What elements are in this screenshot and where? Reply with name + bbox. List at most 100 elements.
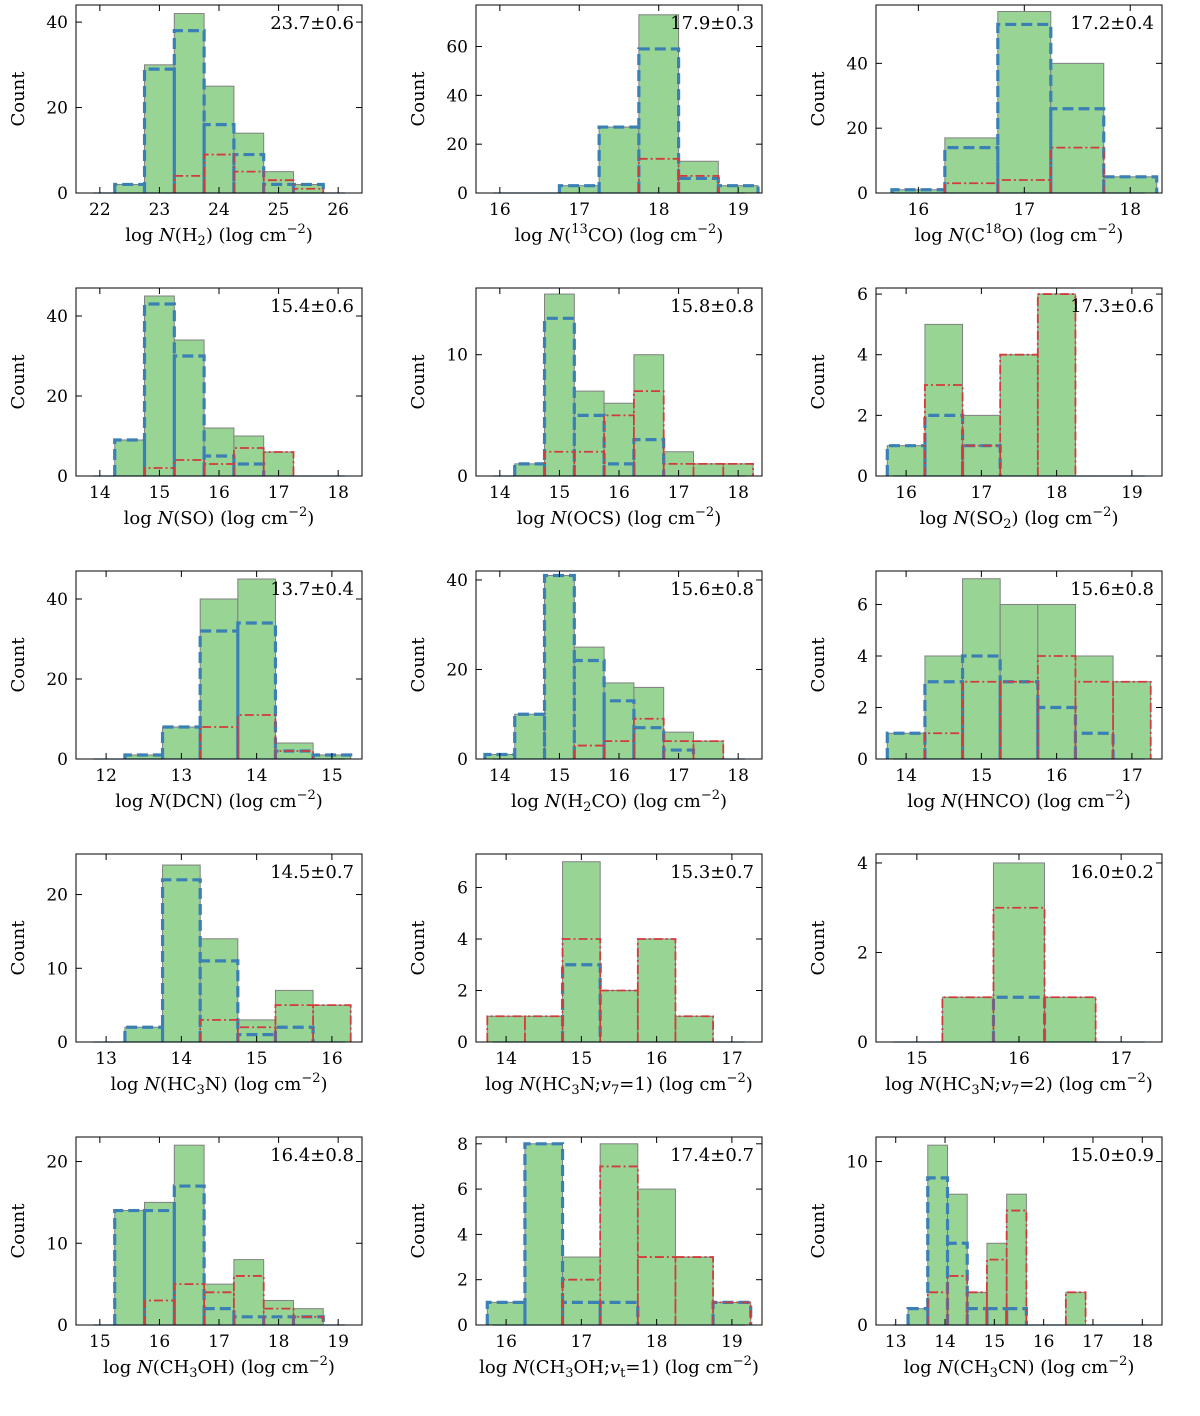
histogram-bar <box>633 354 665 477</box>
x-tick-label: 16 <box>1033 1332 1055 1352</box>
y-tick-label: 0 <box>57 750 68 770</box>
series-b-outline <box>143 1275 325 1325</box>
y-tick-label: 40 <box>446 571 468 591</box>
series-b-outline <box>943 146 1105 193</box>
histogram-bar <box>173 1144 205 1326</box>
x-tick-label: 18 <box>268 1332 290 1352</box>
y-axis-label: Count <box>808 637 829 693</box>
y-tick-label: 0 <box>457 184 468 204</box>
y-tick-label: 2 <box>457 981 468 1001</box>
x-tick-label: 24 <box>208 200 230 220</box>
histogram-bar <box>562 1256 601 1326</box>
y-tick-label: 40 <box>46 590 68 610</box>
x-axis-label: log N(HC3N) (log cm−2) <box>110 1071 327 1098</box>
histogram-svg: 15 16 17 18 19 0 10 20 Count log N(CH3OH) (log cm… <box>8 1136 363 1381</box>
y-axis-label: Count <box>8 1203 29 1259</box>
x-tick-label: 19 <box>727 200 749 220</box>
x-tick-label: 17 <box>668 766 690 786</box>
histogram-bar <box>237 578 276 760</box>
y-axis-label: Count <box>808 71 829 127</box>
series-b-outline <box>573 717 725 759</box>
series-a-outline <box>890 22 1159 193</box>
series-a-outline <box>906 1176 1028 1325</box>
histogram-svg: 12 13 14 15 0 20 40 Count log N(DCN) (log cm−2) 1… <box>8 570 363 812</box>
series-b-outline <box>926 1209 1087 1325</box>
y-axis-label: Count <box>808 1203 829 1259</box>
histogram-bar <box>544 574 575 760</box>
series-b-outline <box>941 906 1097 1042</box>
y-axis-label: Count <box>8 71 29 127</box>
histogram-bar <box>203 427 235 477</box>
y-tick-label: 8 <box>457 1135 468 1155</box>
plot-frame <box>475 853 763 1043</box>
histogram-svg: 16 17 18 0 20 40 Count log N(C18O) (log cm−2) 17… <box>808 4 1163 246</box>
x-tick-label: 18 <box>727 483 749 503</box>
y-tick-label: 0 <box>457 750 468 770</box>
x-axis-label: log N(H2CO) (log cm−2) <box>511 788 727 815</box>
x-tick-label: 15 <box>246 1049 268 1069</box>
y-tick-label: 10 <box>46 1234 68 1254</box>
y-tick-label: 60 <box>446 38 468 58</box>
x-axis-label: log N(CH3OH;vt=1) (log cm−2) <box>479 1354 759 1381</box>
histogram-panel: 15 16 17 0 2 4 Count log N(HC3N;v7=2) (log cm−2… <box>800 849 1200 1132</box>
x-tick-label: 14 <box>495 1049 517 1069</box>
x-tick-label: 16 <box>908 200 930 220</box>
y-tick-label: 6 <box>457 1180 468 1200</box>
stat-annotation: 17.3±0.6 <box>1070 296 1154 317</box>
histogram-panel: 14 15 16 17 0 2 4 6 Count log N(HNCO) (log cm−2) 1… <box>800 566 1200 849</box>
x-tick-label: 22 <box>89 200 111 220</box>
histogram-bar <box>941 996 994 1043</box>
x-axis-label: log N(HC3N;v7=1) (log cm−2) <box>485 1071 753 1098</box>
x-axis-label: log N(CH3OH) (log cm−2) <box>103 1354 335 1381</box>
y-tick-label: 2 <box>857 406 868 426</box>
y-axis-label: Count <box>8 354 29 410</box>
histogram-bar <box>997 10 1052 194</box>
x-tick-label: 14 <box>934 1332 956 1352</box>
histogram-svg: 22 23 24 25 26 0 20 40 Count log N(H2) (log cm−2)… <box>8 4 363 249</box>
series-b-outline <box>486 938 714 1042</box>
x-tick-label: 14 <box>489 766 511 786</box>
y-tick-label: 20 <box>46 387 68 407</box>
histogram-svg: 14 15 16 17 18 0 10 Count log N(OCS) (log cm−2) 1… <box>408 287 763 529</box>
stat-annotation: 15.6±0.8 <box>670 579 754 600</box>
x-tick-label: 18 <box>646 1332 668 1352</box>
y-axis-label: Count <box>408 71 429 127</box>
x-tick-label: 13 <box>885 1332 907 1352</box>
x-tick-label: 15 <box>89 1332 111 1352</box>
y-tick-label: 40 <box>46 307 68 327</box>
histogram-panel: 22 23 24 25 26 0 20 40 Count log N(H2) (log cm−2)… <box>0 0 400 283</box>
series-b-outline <box>561 1165 752 1325</box>
y-tick-label: 20 <box>846 119 868 139</box>
y-tick-label: 0 <box>57 467 68 487</box>
stat-annotation: 17.4±0.7 <box>670 1145 754 1166</box>
histogram-panel: 14 15 16 17 0 2 4 6 Count log N(HC3N;v7=1) (log c… <box>400 849 800 1132</box>
x-tick-label: 18 <box>1131 1332 1153 1352</box>
stat-annotation: 15.0±0.9 <box>1070 1145 1154 1166</box>
series-a-outline <box>113 29 325 193</box>
series-a-outline <box>557 47 760 193</box>
y-tick-label: 2 <box>857 943 868 963</box>
stat-annotation: 15.3±0.7 <box>670 862 754 883</box>
stat-annotation: 16.4±0.8 <box>270 1145 354 1166</box>
x-tick-label: 15 <box>984 1332 1006 1352</box>
x-tick-label: 18 <box>727 766 749 786</box>
x-tick-label: 15 <box>906 1049 928 1069</box>
x-tick-label: 25 <box>268 200 290 220</box>
series-a-outline <box>113 1184 325 1325</box>
y-tick-label: 6 <box>857 595 868 615</box>
x-tick-label: 17 <box>1082 1332 1104 1352</box>
x-axis-label: log N(SO2) (log cm−2) <box>920 505 1119 532</box>
histogram-bar <box>524 1015 564 1043</box>
x-tick-label: 15 <box>971 766 993 786</box>
histogram-bar <box>203 85 235 194</box>
y-tick-label: 0 <box>57 1316 68 1336</box>
histogram-bar <box>692 740 724 760</box>
histogram-panel: 16 17 18 19 0 2 4 6 8 Count log N(CH3OH;vt=1) (log… <box>400 1132 800 1415</box>
y-tick-label: 40 <box>446 86 468 106</box>
y-tick-label: 6 <box>857 285 868 305</box>
x-tick-label: 16 <box>1046 766 1068 786</box>
y-axis-label: Count <box>408 637 429 693</box>
x-tick-label: 15 <box>149 483 171 503</box>
y-tick-label: 20 <box>446 660 468 680</box>
y-tick-label: 4 <box>457 1225 468 1245</box>
